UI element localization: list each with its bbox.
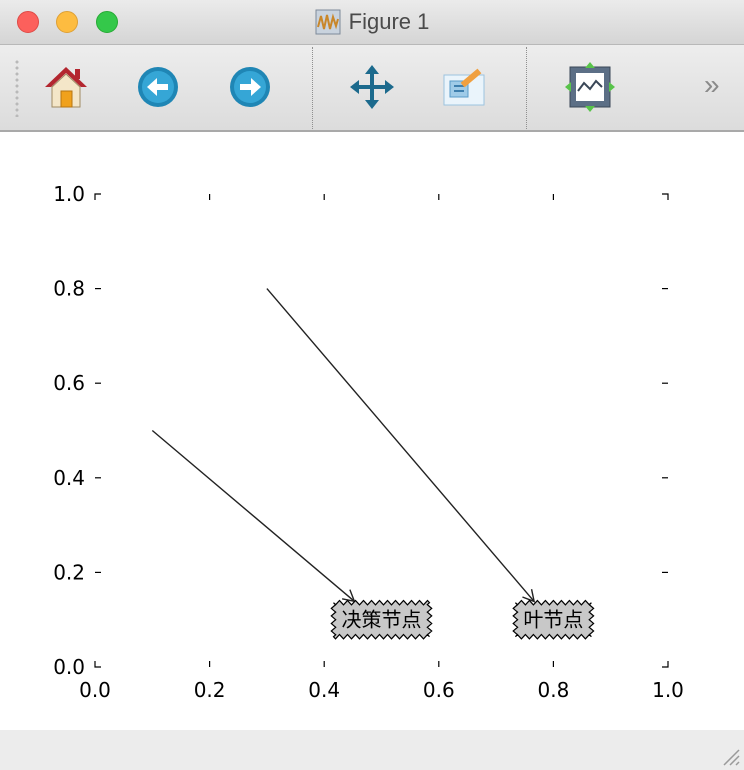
x-tick-label: 0.4 [308,678,340,702]
minimize-button[interactable] [56,11,78,33]
back-button[interactable] [132,61,184,113]
x-tick-label: 0.8 [537,678,569,702]
forward-arrow-icon [230,67,270,107]
pan-icon [350,65,394,109]
annotation-arrow [151,429,356,603]
window-title: Figure 1 [0,0,744,44]
y-tick-label: 0.6 [53,371,85,395]
pan-button[interactable] [346,61,398,113]
status-bar [0,730,744,770]
x-tick-mark-top [94,193,101,200]
close-button[interactable] [17,11,39,33]
toolbar-grip[interactable] [14,59,20,117]
home-icon [45,67,87,108]
x-tick-label: 0.2 [194,678,226,702]
x-tick-mark-bottom [94,661,101,668]
toolbar-separator [526,47,527,129]
configure-subplots-icon [565,62,615,112]
zoom-icon [443,68,485,106]
x-tick-mark-bottom [662,661,669,668]
node-label: 叶节点 [523,608,583,632]
toolbar-overflow-button[interactable]: » [704,69,720,100]
navigation-toolbar: » [0,45,744,132]
node-box [512,599,595,640]
configure-subplots-button[interactable] [564,61,616,113]
title-bar[interactable]: Figure 1 [0,0,744,45]
y-tick-label: 0.2 [53,560,85,584]
maximize-button[interactable] [96,11,118,33]
back-arrow-icon [138,67,178,107]
y-tick-label: 0.8 [53,277,85,301]
y-tick-label: 1.0 [53,182,85,206]
figure-icon [315,9,341,35]
annotation-arrow [266,288,536,603]
window-title-text: Figure 1 [348,9,430,34]
node-box [330,599,433,640]
toolbar-separator [312,47,313,129]
x-tick-label: 1.0 [652,678,684,702]
x-tick-mark-top [662,193,669,200]
home-button[interactable] [40,61,92,113]
plot-area: 0.0 0.2 0.4 0.6 0.8 1.0 0.0 0.2 0.4 0.6 0.8 1.0 决策节点… [53,182,684,702]
resize-grip-icon[interactable] [720,746,740,766]
y-tick-label: 0.4 [53,466,85,490]
zoom-button[interactable] [440,61,492,113]
x-tick-label: 0.0 [79,678,111,702]
x-tick-label: 0.6 [423,678,455,702]
forward-button[interactable] [224,61,276,113]
y-tick-label: 0.0 [53,655,85,679]
figure-canvas[interactable]: 0.0 0.2 0.4 0.6 0.8 1.0 0.0 0.2 0.4 0.6 0.8 1.0 决策节点… [0,132,744,730]
node-label: 决策节点 [342,608,422,632]
